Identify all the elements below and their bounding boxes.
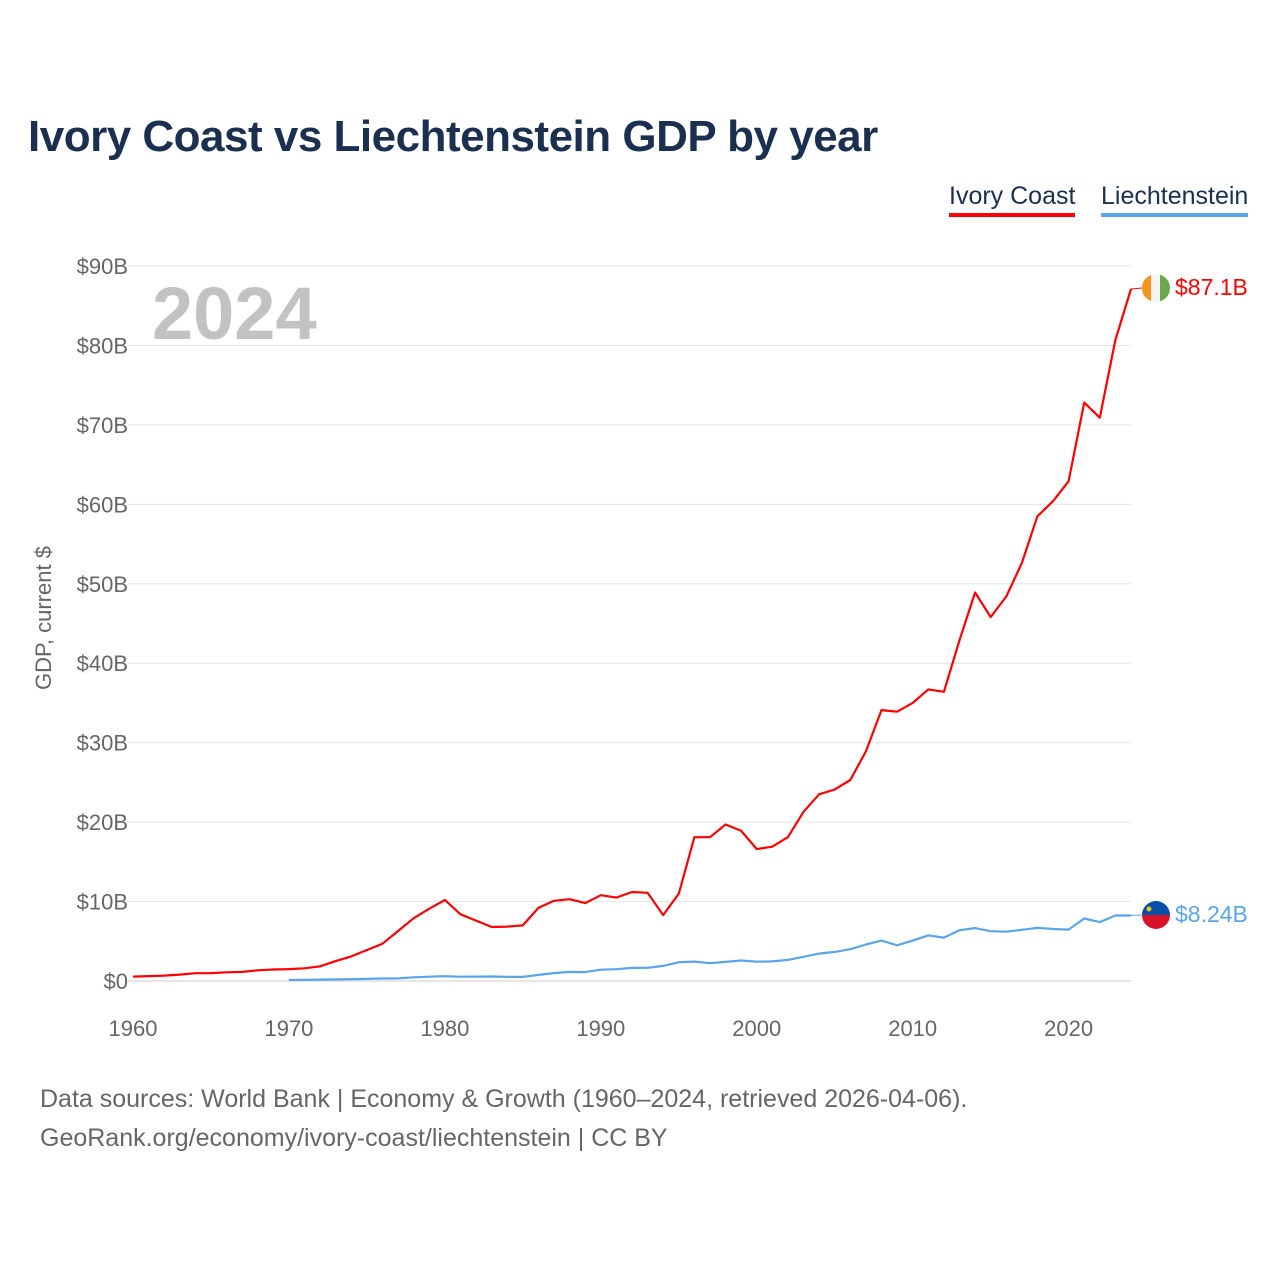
year-watermark: 2024 [152, 272, 317, 355]
ivory-coast-flag-icon [1142, 274, 1170, 302]
x-tick-label: 1960 [109, 1016, 158, 1041]
x-tick-label: 1990 [576, 1016, 625, 1041]
legend-item-ivory-coast[interactable]: Ivory Coast [949, 182, 1076, 217]
series-line-ivory-coast [132, 288, 1133, 978]
y-tick-label: $20B [77, 810, 128, 835]
y-tick-label: $80B [77, 333, 128, 358]
x-tick-label: 2010 [888, 1016, 937, 1041]
end-connector [1130, 287, 1143, 290]
y-tick-label: $70B [77, 413, 128, 438]
y-tick-label: $10B [77, 890, 128, 915]
y-axis-label: GDP, current $ [31, 546, 56, 690]
x-tick-label: 1970 [264, 1016, 313, 1041]
chart-title: Ivory Coast vs Liechtenstein GDP by year [28, 112, 878, 161]
ivory-coast-end-label: $87.1B [1175, 274, 1248, 300]
footer-link[interactable]: GeoRank.org/economy/ivory-coast/liechten… [40, 1124, 668, 1152]
liechtenstein-end-label: $8.24B [1175, 901, 1248, 927]
end-connector [1130, 914, 1143, 917]
x-tick-label: 2020 [1044, 1016, 1093, 1041]
x-tick-label: 2000 [732, 1016, 781, 1041]
y-tick-label: $40B [77, 651, 128, 676]
y-tick-label: $0 [104, 969, 128, 994]
legend-item-liechtenstein[interactable]: Liechtenstein [1101, 182, 1249, 217]
footer-sources: Data sources: World Bank | Economy & Gro… [40, 1085, 968, 1113]
y-tick-label: $90B [77, 254, 128, 279]
y-tick-label: $30B [77, 731, 128, 756]
series-line-liechtenstein [288, 914, 1131, 982]
x-tick-label: 1980 [420, 1016, 469, 1041]
y-tick-label: $50B [77, 572, 128, 597]
liechtenstein-flag-icon [1142, 901, 1170, 929]
y-tick-label: $60B [77, 492, 128, 517]
